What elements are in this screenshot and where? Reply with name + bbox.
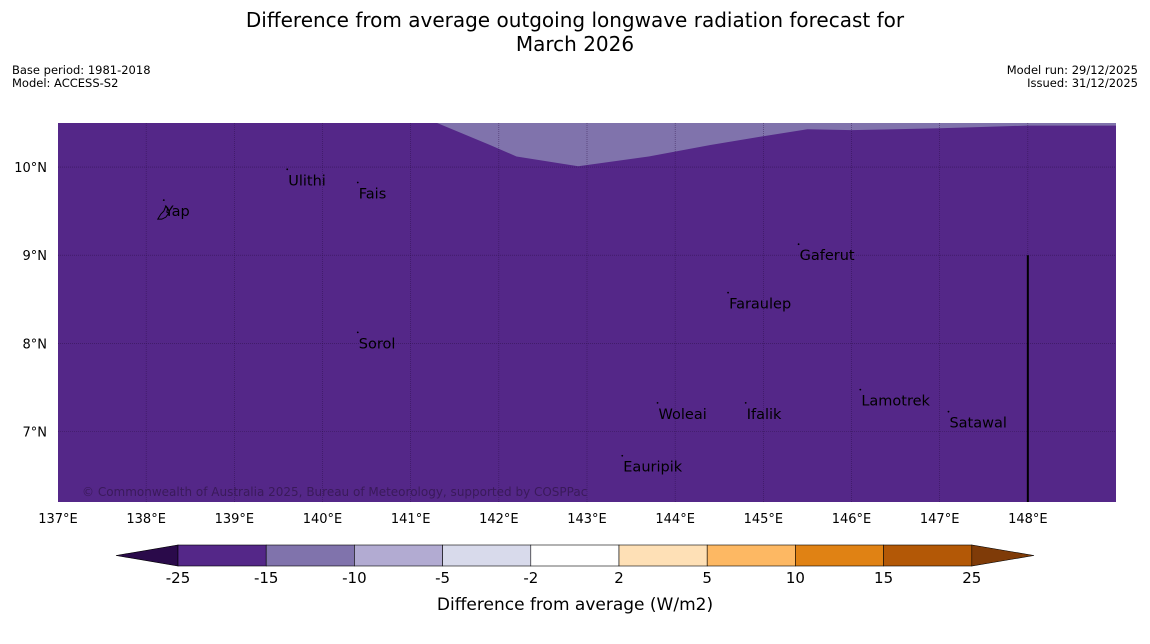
lon-tick-label: 147°E: [920, 512, 960, 527]
colorbar: -25 -15 -10 -5 -2 2 5 10 15 25: [115, 544, 1035, 587]
lon-tick-label: 137°E: [38, 512, 78, 527]
colorbar-segment: [354, 544, 443, 567]
model-run: Model run: 29/12/2025: [1006, 63, 1138, 77]
colorbar-tick-label: 15: [874, 569, 893, 587]
colorbar-segment: [795, 544, 884, 567]
place-ulithi[interactable]: Ulithi: [286, 168, 326, 189]
island-marker: [797, 243, 800, 246]
colorbar-segment: [706, 544, 796, 567]
place-label: Ulithi: [288, 173, 326, 189]
place-label: Eauripik: [623, 460, 682, 476]
colorbar-tick-label: -10: [342, 569, 367, 587]
colorbar-segment: [265, 544, 355, 567]
place-gaferut[interactable]: Gaferut: [797, 243, 855, 264]
lat-tick-label: 7°N: [23, 425, 48, 440]
colorbar-tick-label: 10: [786, 569, 805, 587]
colorbar-tick-label: 25: [962, 569, 981, 587]
colorbar-tick-label: -2: [523, 569, 538, 587]
lon-tick-label: 139°E: [215, 512, 255, 527]
place-label: Lamotrek: [861, 394, 930, 410]
lon-tick-label: 140°E: [303, 512, 343, 527]
place-yap[interactable]: Yap: [162, 199, 190, 220]
colorbar-under-arrow: [115, 544, 179, 567]
place-label: Woleai: [659, 407, 707, 423]
colorbar-segment: [530, 544, 620, 567]
colorbar-tick-label: -5: [435, 569, 450, 587]
colorbar-title: Difference from average (W/m2): [437, 595, 713, 615]
lon-tick-label: 144°E: [655, 512, 695, 527]
colorbar-over-arrow: [971, 544, 1035, 567]
island-marker: [356, 181, 359, 184]
island-marker: [286, 168, 289, 171]
island-marker: [656, 401, 659, 404]
base-period: Base period: 1981-2018: [12, 63, 151, 77]
copyright-notice: © Commonwealth of Australia 2025, Bureau…: [82, 485, 587, 499]
lat-tick-label: 9°N: [23, 249, 48, 264]
lat-tick-label: 8°N: [23, 337, 48, 352]
lat-tick-label: 10°N: [14, 161, 47, 176]
anomaly-region-upper: [437, 123, 1116, 167]
anomaly-field-background: [58, 123, 1116, 502]
island-marker: [621, 454, 624, 457]
place-sorol[interactable]: Sorol: [356, 331, 396, 352]
title-line-2: March 2026: [515, 32, 635, 56]
island-marker: [859, 388, 862, 391]
place-label: Fais: [359, 187, 386, 203]
island-marker: [947, 410, 950, 413]
place-label: Satawal: [949, 416, 1006, 432]
meta-right: Model run: 29/12/2025 Issued: 31/12/2025: [1007, 64, 1138, 90]
place-label: Yap: [164, 204, 190, 220]
place-satawal[interactable]: Satawal: [947, 410, 1007, 432]
colorbar-tick-label: 2: [614, 569, 624, 587]
lon-tick-label: 142°E: [479, 512, 519, 527]
lon-tick-label: 141°E: [391, 512, 431, 527]
lon-tick-label: 138°E: [126, 512, 166, 527]
place-fais[interactable]: Fais: [356, 181, 386, 203]
colorbar-tick-label: -25: [166, 569, 191, 587]
place-woleai[interactable]: Woleai: [656, 401, 707, 423]
map-clip-group: [58, 123, 1116, 502]
meta-left: Base period: 1981-2018 Model: ACCESS-S2: [12, 64, 151, 90]
chart-title: Difference from average outgoing longwav…: [0, 8, 1150, 56]
island-marker: [744, 401, 747, 404]
place-label: Ifalik: [747, 407, 782, 423]
colorbar-tick-label: -15: [254, 569, 279, 587]
colorbar-segment: [618, 544, 708, 567]
lon-tick-label: 146°E: [832, 512, 872, 527]
place-label: Faraulep: [729, 297, 791, 313]
island-marker: [162, 199, 165, 202]
map-axes: 137°E 138°E 139°E 140°E 141°E 142°E 143°E 144°E…: [14, 161, 1047, 527]
place-label: Gaferut: [800, 248, 855, 264]
place-faraulep[interactable]: Faraulep: [727, 291, 791, 313]
lon-tick-label: 148°E: [1008, 512, 1048, 527]
lon-tick-label: 145°E: [744, 512, 784, 527]
yap-island-outline: [156, 205, 170, 220]
island-marker: [356, 331, 359, 334]
place-eauripik[interactable]: Eauripik: [621, 454, 683, 476]
colorbar-segment: [883, 544, 973, 567]
place-ifalik[interactable]: Ifalik: [744, 401, 782, 423]
colorbar-segment: [442, 544, 532, 567]
lon-tick-label: 143°E: [567, 512, 607, 527]
island-marker: [727, 291, 729, 294]
place-lamotrek[interactable]: Lamotrek: [859, 388, 931, 410]
place-label: Sorol: [359, 336, 396, 352]
map-area[interactable]: Yap Ulithi Fais Gaferut Faraulep Sorol Lamotre…: [58, 123, 1116, 502]
issued-date: Issued: 31/12/2025: [1027, 76, 1138, 90]
model-name: Model: ACCESS-S2: [12, 76, 119, 90]
colorbar-segment: [177, 544, 267, 567]
title-line-1: Difference from average outgoing longwav…: [245, 8, 905, 32]
colorbar-tick-label: 5: [702, 569, 712, 587]
